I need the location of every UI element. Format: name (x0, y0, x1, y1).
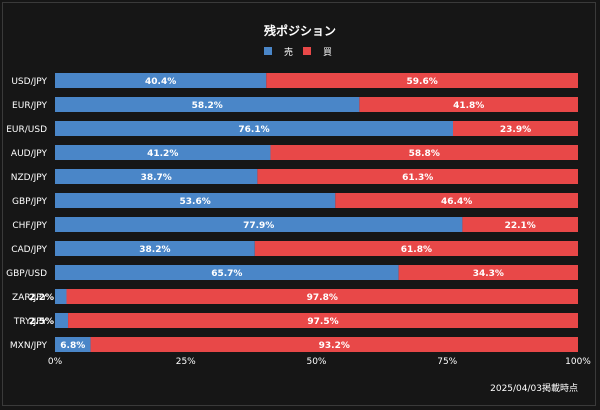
buy-value-label: 58.8% (409, 149, 440, 159)
buy-bar (257, 169, 578, 184)
buy-value-label: 93.2% (319, 341, 350, 351)
buy-value-label: 23.9% (500, 125, 531, 135)
x-tick-label: 25% (176, 357, 196, 367)
buy-value-label: 41.8% (453, 101, 484, 111)
sell-bar (55, 169, 258, 184)
buy-bar (398, 265, 578, 280)
buy-value-label: 61.3% (402, 173, 433, 183)
buy-value-label: 22.1% (505, 221, 536, 231)
sell-value-label: 77.9% (243, 221, 274, 231)
buy-bar (270, 145, 578, 160)
sell-value-label: 6.8% (60, 341, 85, 351)
x-tick-label: 75% (437, 357, 457, 367)
sell-bar (55, 193, 336, 208)
category-label: NZD/JPY (11, 173, 48, 183)
buy-bar (266, 73, 578, 88)
x-tick-label: 100% (565, 357, 591, 367)
buy-bar (66, 289, 579, 304)
legend-label-buy: 買 (323, 47, 332, 58)
buy-bar (359, 97, 578, 112)
category-label: TRY/JPY (13, 317, 48, 327)
buy-value-label: 61.8% (401, 245, 432, 255)
sell-value-label: 2.2% (29, 293, 54, 303)
sell-value-label: 65.7% (211, 269, 242, 279)
sell-value-label: 38.7% (141, 173, 172, 183)
category-label: EUR/USD (6, 125, 47, 135)
sell-bar (55, 313, 69, 328)
category-label: CHF/JPY (12, 221, 47, 231)
legend: 売 買 (264, 46, 332, 58)
category-label: CAD/JPY (11, 245, 47, 255)
plot-area: 40.4% 59.6% 58.2% 41.8% 76.1% 23.9% 41.2% 58.8%… (29, 73, 579, 352)
sell-bar (55, 337, 91, 352)
sell-bar (55, 97, 360, 112)
sell-value-label: 2.5% (29, 317, 54, 327)
sell-value-label: 41.2% (147, 149, 178, 159)
sell-bar (55, 73, 267, 88)
buy-value-label: 97.5% (307, 317, 338, 327)
x-tick-label: 50% (306, 357, 326, 367)
legend-swatch-buy (303, 47, 311, 55)
sell-bar (55, 145, 271, 160)
buy-value-label: 59.6% (407, 77, 438, 87)
buy-bar (90, 337, 579, 352)
buy-value-label: 97.8% (307, 293, 338, 303)
chart-title: 残ポジション (264, 23, 336, 38)
sell-value-label: 58.2% (192, 101, 223, 111)
sell-value-label: 76.1% (238, 125, 269, 135)
buy-bar (254, 241, 578, 256)
legend-label-sell: 売 (284, 46, 293, 58)
legend-swatch-sell (264, 47, 272, 55)
footnote: 2025/04/03掲載時点 (490, 382, 578, 394)
sell-bar (55, 217, 463, 232)
buy-value-label: 46.4% (441, 197, 472, 207)
sell-bar (55, 241, 255, 256)
category-label: GBP/USD (6, 269, 47, 279)
sell-bar (55, 265, 399, 280)
sell-value-label: 40.4% (145, 77, 176, 87)
category-label: USD/JPY (11, 77, 47, 87)
x-axis: 0% 25% 50% 75% 100% (48, 357, 591, 367)
category-label: ZAR/JPY (12, 293, 47, 303)
buy-bar (68, 313, 578, 328)
category-label: EUR/JPY (12, 101, 47, 111)
category-label: AUD/JPY (11, 149, 48, 159)
sell-bar (55, 121, 454, 136)
buy-bar (335, 193, 578, 208)
category-axis: USD/JPY EUR/JPY EUR/USD AUD/JPY NZD/JPY GBP/J… (6, 77, 47, 351)
buy-bar (462, 217, 578, 232)
x-tick-label: 0% (48, 357, 63, 367)
buy-value-label: 34.3% (473, 269, 504, 279)
sell-value-label: 53.6% (180, 197, 211, 207)
sell-bar (55, 289, 67, 304)
category-label: MXN/JPY (10, 341, 48, 351)
category-label: GBP/JPY (12, 197, 47, 207)
sell-value-label: 38.2% (139, 245, 170, 255)
buy-bar (453, 121, 578, 136)
